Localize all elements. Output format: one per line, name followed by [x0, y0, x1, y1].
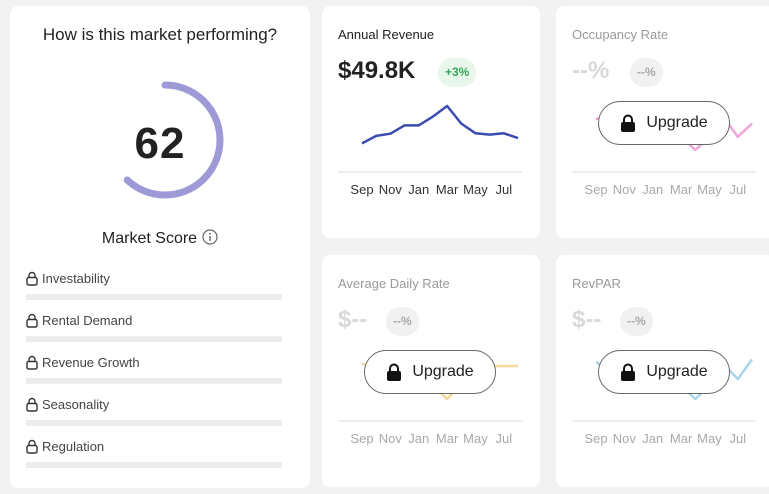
x-tick-label: Sep [584, 182, 607, 197]
delta-badge: --% [630, 58, 663, 87]
upgrade-label: Upgrade [646, 114, 708, 131]
x-tick-label: Mar [670, 431, 693, 446]
market-score-value: 62 [134, 119, 186, 168]
score-card-title: How is this market performing? [42, 25, 278, 44]
x-tick-label: May [697, 182, 722, 197]
metric-label: Seasonality [42, 397, 110, 412]
x-tick-label: Jan [642, 431, 663, 446]
metric-label: Rental Demand [42, 313, 133, 328]
lock-icon [26, 397, 38, 412]
metric-bar [26, 294, 282, 300]
x-tick-label: May [463, 182, 488, 197]
upgrade-button[interactable]: Upgrade [598, 350, 730, 394]
metric-label: Regulation [42, 439, 105, 454]
lock-icon [26, 271, 38, 286]
metric-bar [26, 378, 282, 384]
upgrade-button[interactable]: Upgrade [598, 101, 730, 145]
x-tick-label: Jul [496, 182, 513, 197]
market-score-gauge [106, 81, 224, 199]
revpar-card: RevPAR $-- --% Sep Nov Jan Mar May Jul Upgrad… [556, 255, 769, 487]
series-line [361, 104, 519, 145]
card-title: Average Daily Rate [338, 276, 450, 291]
x-tick-label: Nov [613, 431, 637, 446]
metric-bar [26, 336, 282, 342]
gauge-arc [106, 81, 224, 199]
lock-icon [387, 363, 402, 381]
x-tick-label: Jul [730, 182, 747, 197]
lock-icon [621, 114, 636, 132]
info-icon[interactable] [202, 229, 218, 245]
average-daily-rate-content: Average Daily Rate $-- --% Sep Nov Jan Mar M… [322, 255, 540, 487]
card-value: --% [572, 57, 610, 84]
metric-label: Investability [42, 271, 110, 286]
card-value: $49.8K [338, 57, 416, 84]
metric-seasonality[interactable]: Seasonality [26, 397, 282, 426]
x-tick-label: Jan [642, 182, 663, 197]
x-tick-label: Jan [408, 182, 429, 197]
metric-bar [26, 462, 282, 468]
market-score-label-text: Market Score [101, 230, 198, 247]
x-tick-label: Nov [379, 182, 403, 197]
metric-regulation[interactable]: Regulation [26, 439, 282, 468]
card-value: $-- [572, 306, 602, 333]
metric-revenue-growth[interactable]: Revenue Growth [26, 355, 282, 384]
lock-icon [26, 313, 38, 328]
delta-badge: --% [620, 307, 653, 336]
x-tick-label: Sep [584, 431, 607, 446]
upgrade-button[interactable]: Upgrade [364, 350, 496, 394]
x-tick-label: Sep [350, 431, 373, 446]
card-title: Annual Revenue [338, 27, 435, 42]
market-score-label: Market Score [10, 229, 310, 248]
x-tick-label: Jul [496, 431, 513, 446]
card-title: Occupancy Rate [572, 27, 669, 42]
upgrade-label: Upgrade [646, 363, 708, 380]
delta-badge: +3% [438, 58, 477, 87]
card-value: $-- [338, 306, 368, 333]
x-tick-label: Nov [613, 182, 637, 197]
x-tick-label: Sep [350, 182, 373, 197]
occupancy-rate-card: Occupancy Rate --% --% Sep Nov Jan Mar May Ju… [556, 6, 769, 238]
x-tick-label: May [697, 431, 722, 446]
x-tick-label: Jul [730, 431, 747, 446]
annual-revenue-card: Annual Revenue $49.8K +3% Sep Nov Jan Mar Ma… [322, 6, 540, 238]
card-title: RevPAR [572, 276, 621, 291]
lock-icon [621, 363, 636, 381]
metric-investability[interactable]: Investability [26, 271, 282, 300]
x-tick-label: Mar [436, 431, 459, 446]
x-tick-label: Mar [670, 182, 693, 197]
x-tick-label: May [463, 431, 488, 446]
lock-icon [26, 439, 38, 454]
metric-rental-demand[interactable]: Rental Demand [26, 313, 282, 342]
upgrade-label: Upgrade [412, 363, 474, 380]
metric-bar [26, 420, 282, 426]
x-tick-label: Nov [379, 431, 403, 446]
lock-icon [26, 355, 38, 370]
market-score-card: How is this market performing? 62 Market… [10, 6, 310, 488]
average-daily-rate-card: Average Daily Rate $-- --% Sep Nov Jan Mar M… [322, 255, 540, 487]
delta-badge: --% [386, 307, 419, 336]
annual-revenue-chart: Sep Nov Jan Mar May Jul [338, 104, 522, 197]
x-tick-label: Mar [436, 182, 459, 197]
metric-label: Revenue Growth [42, 355, 140, 370]
x-tick-label: Jan [408, 431, 429, 446]
